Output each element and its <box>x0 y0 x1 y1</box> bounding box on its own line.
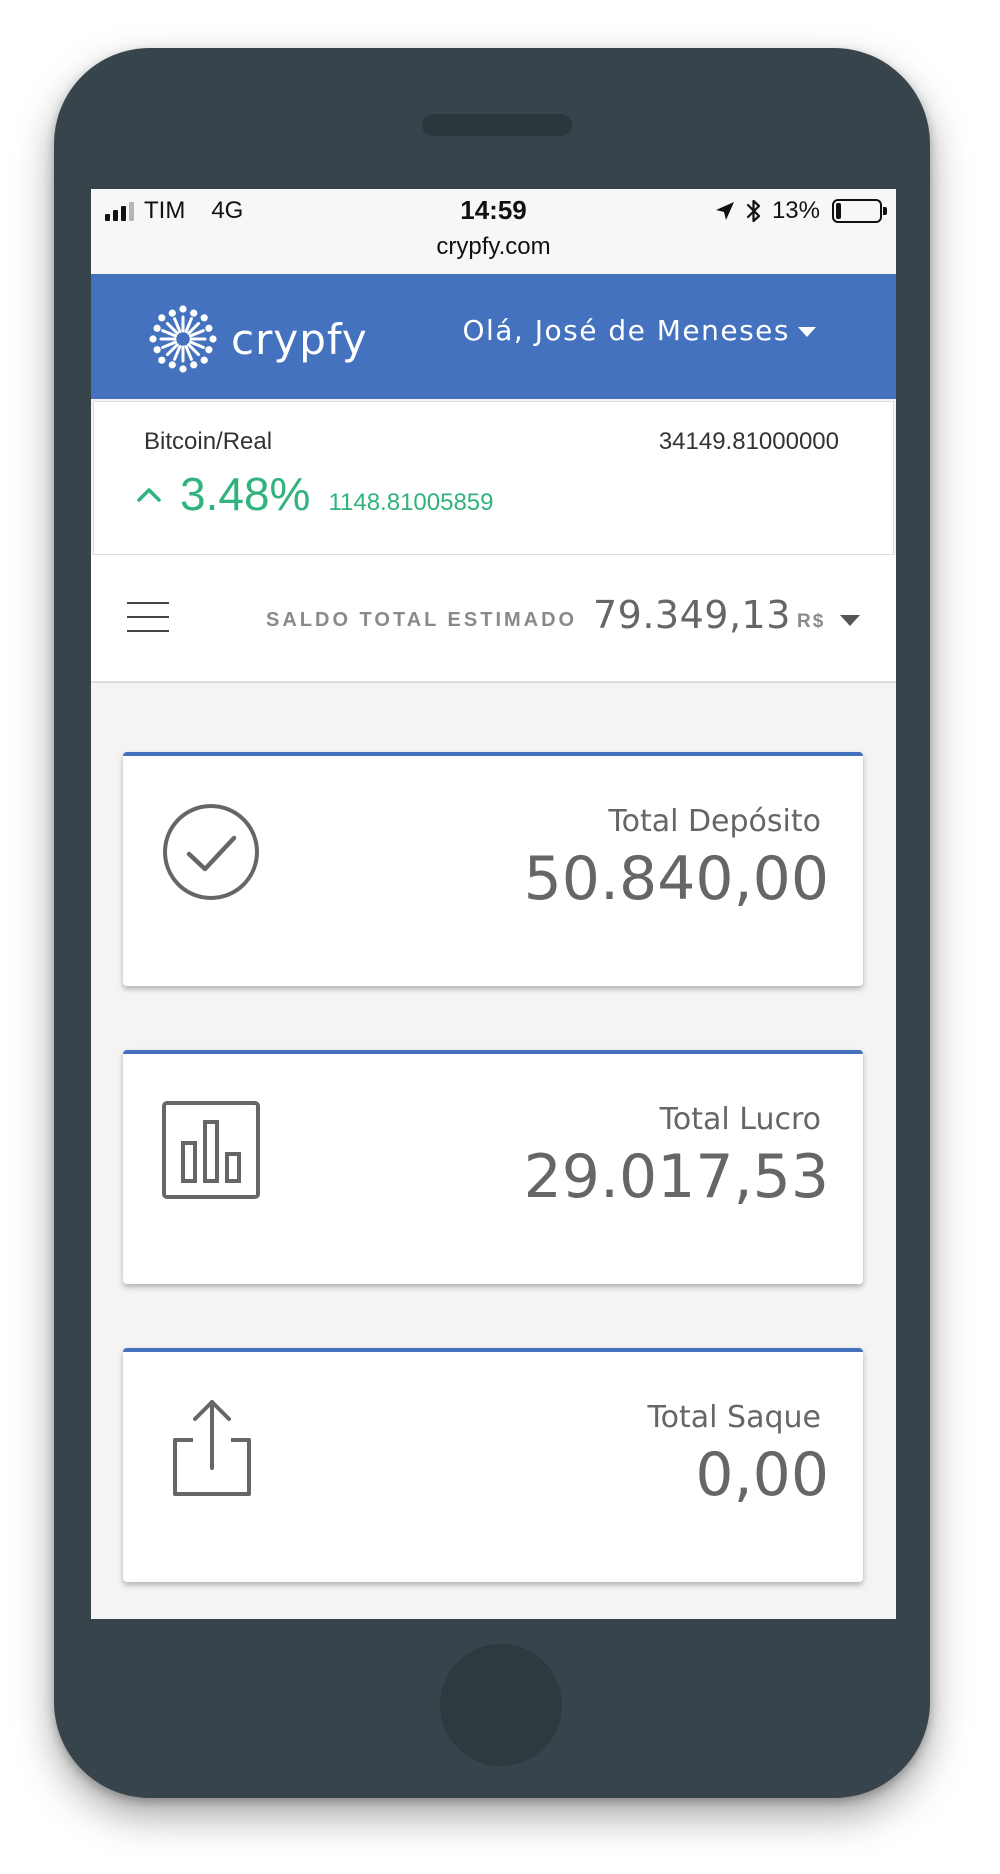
balance-value: 79.349,13 <box>593 593 791 637</box>
balance-label: SALDO TOTAL ESTIMADO <box>266 609 578 631</box>
phone-screen: TIM 4G 14:59 13% crypfy.com crypfy Olá, … <box>91 189 896 1619</box>
app-header: crypfy Olá, José de Meneses <box>91 274 896 399</box>
ticker-price: 34149.81000000 <box>658 428 839 455</box>
browser-url[interactable]: crypfy.com <box>436 233 551 260</box>
ticker-change: 3.48% 1148.81005859 <box>136 467 494 521</box>
battery-icon <box>832 199 887 223</box>
card-total-saque[interactable]: Total Saque 0,00 <box>123 1348 863 1582</box>
carrier-name: TIM <box>144 197 186 224</box>
price-ticker: Bitcoin/Real 34149.81000000 3.48% 1148.8… <box>93 401 894 555</box>
card-label: Total Depósito <box>608 804 821 839</box>
check-circle-icon <box>163 804 259 900</box>
user-menu-dropdown[interactable]: Olá, José de Meneses <box>462 314 816 347</box>
card-label: Total Lucro <box>659 1102 821 1137</box>
ticker-pair: Bitcoin/Real <box>144 428 273 455</box>
bluetooth-icon <box>746 199 761 223</box>
signal-icon <box>105 201 134 221</box>
ticker-change-percent: 3.48% <box>180 468 311 520</box>
card-value: 0,00 <box>695 1440 829 1510</box>
ticker-change-value: 1148.81005859 <box>328 489 494 516</box>
chevron-down-icon <box>798 326 816 337</box>
logo-text: crypfy <box>231 314 368 364</box>
hamburger-menu-icon[interactable] <box>127 602 169 632</box>
card-total-deposito[interactable]: Total Depósito 50.840,00 <box>123 752 863 986</box>
location-arrow-icon <box>715 202 734 220</box>
battery-fill <box>836 203 841 219</box>
card-label: Total Saque <box>647 1400 821 1435</box>
card-total-lucro[interactable]: Total Lucro 29.017,53 <box>123 1050 863 1284</box>
status-bar: TIM 4G 14:59 13% crypfy.com <box>91 189 896 274</box>
bar-chart-icon <box>162 1101 260 1199</box>
balance-bar: SALDO TOTAL ESTIMADO 79.349,13 R$ <box>91 555 896 683</box>
battery-percent: 13% <box>771 197 820 224</box>
share-upload-icon <box>173 1400 251 1496</box>
crypfy-logo-icon <box>149 305 217 373</box>
balance-currency: R$ <box>797 611 826 632</box>
status-right: 13% <box>714 197 887 225</box>
user-greeting: Olá, José de Meneses <box>462 314 790 347</box>
chevron-up-icon <box>137 488 161 502</box>
card-value: 50.840,00 <box>523 844 829 914</box>
status-left: TIM 4G <box>105 197 243 225</box>
home-button[interactable] <box>440 1644 562 1766</box>
card-value: 29.017,53 <box>523 1142 829 1212</box>
logo[interactable]: crypfy <box>145 301 368 377</box>
status-time: 14:59 <box>460 195 527 225</box>
network-type: 4G <box>211 197 244 224</box>
phone-speaker <box>422 114 572 136</box>
currency-dropdown-icon[interactable] <box>840 615 860 626</box>
